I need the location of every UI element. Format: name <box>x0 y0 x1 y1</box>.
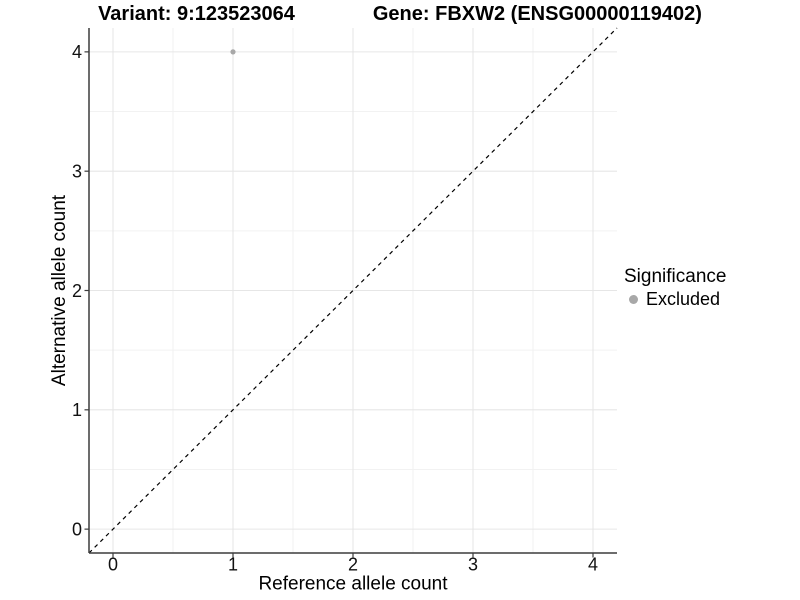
legend-key-dot-icon <box>629 294 638 304</box>
gene-title: Gene: FBXW2 (ENSG00000119402) <box>372 3 702 25</box>
legend-items: Excluded <box>624 288 726 310</box>
x-tick-label: 0 <box>108 555 118 575</box>
x-tick-label: 3 <box>468 555 478 575</box>
axis-lines-and-ticks <box>84 28 617 558</box>
y-tick-label: 4 <box>72 42 82 62</box>
x-tick-label: 2 <box>348 555 358 575</box>
y-tick-label: 0 <box>72 519 82 539</box>
y-axis-title: Alternative allele count <box>49 194 70 386</box>
variant-title: Variant: 9:123523064 <box>98 3 295 25</box>
scatter-point <box>230 49 236 55</box>
plot-title: Variant: 9:123523064 Gene: FBXW2 (ENSG00… <box>0 3 800 26</box>
x-axis-title: Reference allele count <box>258 574 448 595</box>
y-tick-label: 2 <box>72 281 82 301</box>
x-tick-label: 4 <box>588 555 598 575</box>
y-tick-label: 3 <box>72 161 82 181</box>
legend-item: Excluded <box>624 288 726 310</box>
x-tick-label: 1 <box>228 555 238 575</box>
legend-title: Significance <box>624 266 727 287</box>
data-points <box>230 49 236 55</box>
tick-labels: 0 1 2 3 4 0 1 2 3 4 <box>72 42 598 574</box>
legend: Significance Excluded <box>624 266 726 310</box>
major-gridlines <box>89 28 617 553</box>
legend-item-label: Excluded <box>646 288 721 309</box>
y-tick-label: 1 <box>72 400 82 420</box>
